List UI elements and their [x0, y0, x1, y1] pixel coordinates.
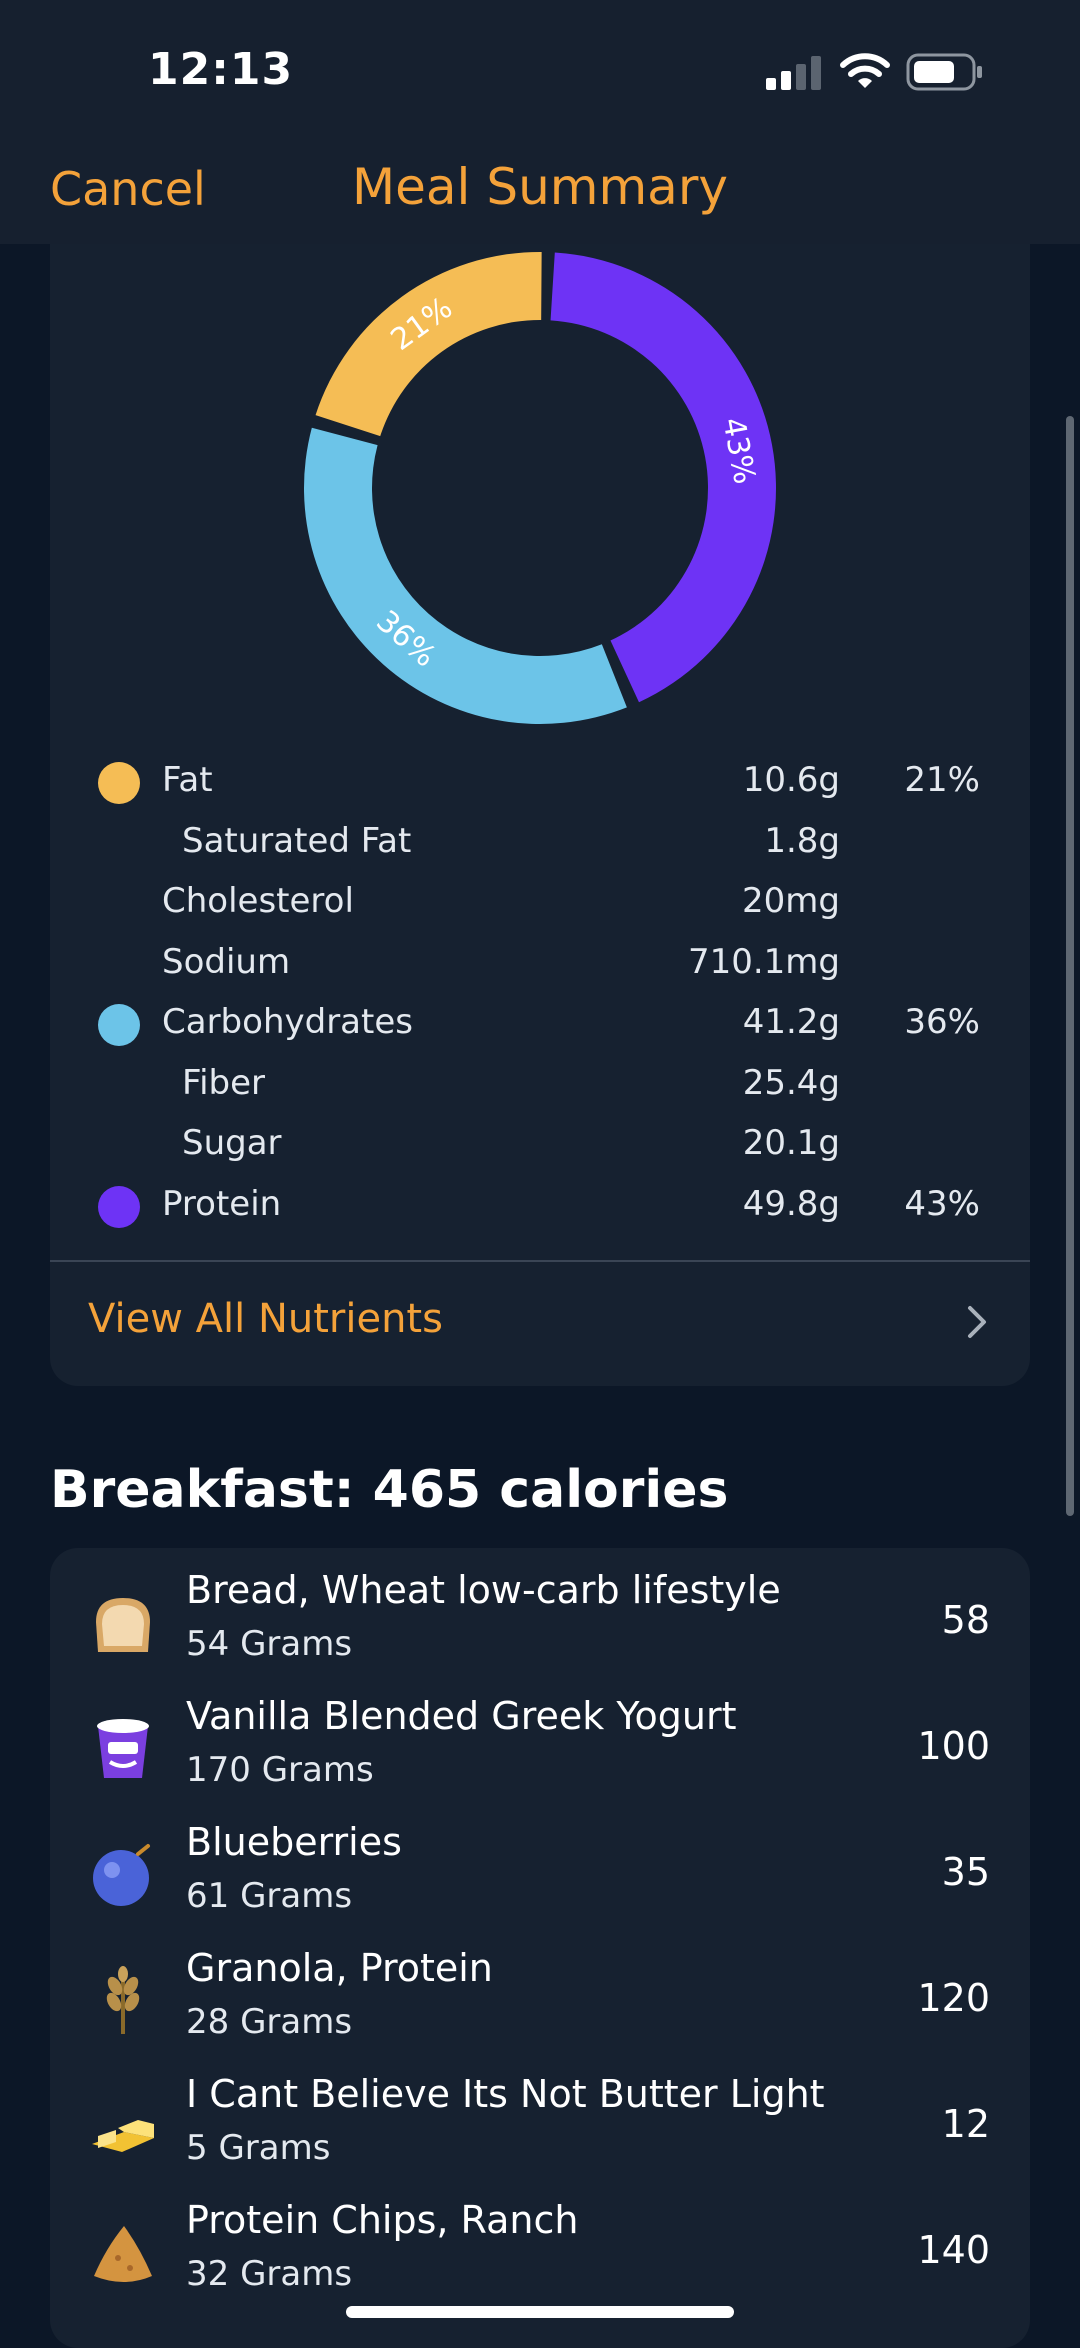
food-calories: 100: [917, 1724, 990, 1768]
legend-dot: [98, 1185, 140, 1228]
food-calories: 35: [941, 1850, 990, 1894]
nutrient-percent: 36%: [904, 1002, 980, 1042]
food-name: Granola, Protein: [186, 1946, 493, 1990]
nutrient-name: Sugar: [182, 1123, 282, 1163]
yogurt-icon: [97, 1719, 149, 1778]
page-title: Meal Summary: [0, 158, 1080, 216]
macro-donut-chart: 43%36%21%: [304, 252, 776, 725]
nutrient-row: Sodium 710.1mg: [50, 934, 1030, 990]
nutrient-amount: 20mg: [742, 881, 840, 921]
grain-icon: [106, 1966, 140, 2034]
nutrition-summary-card: 43% 36% 21% Fat 10.6g 21% Saturated Fat 1.8g Ch…: [50, 244, 1030, 1386]
food-item[interactable]: Granola, Protein 28 Grams 120: [50, 1936, 1030, 2062]
nutrient-amount: 710.1mg: [687, 941, 840, 982]
nutrient-name: Cholesterol: [162, 881, 354, 921]
food-name: Vanilla Blended Greek Yogurt: [186, 1694, 737, 1738]
food-calories: 12: [941, 2102, 990, 2146]
nutrient-name: Fat: [162, 760, 213, 800]
scrollbar[interactable]: [1066, 416, 1074, 1516]
cellular-signal-icon: [766, 56, 821, 90]
nutrient-name: Carbohydrates: [162, 1002, 413, 1042]
donut-slice-protein: [550, 252, 776, 703]
nutrient-row: Protein 49.8g 43%: [50, 1176, 1030, 1232]
nutrient-name: Protein: [162, 1183, 282, 1224]
nutrient-percent: 21%: [904, 760, 980, 800]
food-calories: 140: [917, 2228, 990, 2272]
food-name: Bread, Wheat low-carb lifestyle: [186, 1568, 781, 1612]
food-name: I Cant Believe Its Not Butter Light: [186, 2072, 825, 2116]
food-portion: 5 Grams: [186, 2128, 331, 2168]
battery-icon: [906, 53, 982, 91]
food-list: Bread, Wheat low-carb lifestyle 54 Grams…: [50, 1548, 1030, 2348]
nutrient-row: Sugar 20.1g: [50, 1115, 1030, 1171]
nutrient-amount: 1.8g: [764, 820, 840, 861]
food-item[interactable]: Vanilla Blended Greek Yogurt 170 Grams 1…: [50, 1684, 1030, 1810]
food-portion: 54 Grams: [186, 1624, 353, 1664]
nutrient-name: Sodium: [162, 941, 291, 982]
nutrient-amount: 20.1g: [742, 1123, 840, 1163]
chevron-right-icon[interactable]: [964, 1302, 992, 1342]
status-bar: 12:13: [0, 0, 1080, 140]
food-item[interactable]: Blueberries 61 Grams 35: [50, 1810, 1030, 1936]
legend-dot: [98, 762, 140, 804]
donut-slice-carbohydrates: [304, 427, 627, 725]
view-all-nutrients-link[interactable]: View All Nutrients: [88, 1296, 443, 1342]
butter-icon: [92, 2120, 154, 2152]
food-portion: 61 Grams: [186, 1876, 353, 1916]
nutrient-name: Saturated Fat: [182, 820, 412, 861]
nutrient-amount: 25.4g: [742, 1062, 840, 1103]
donut-slice-fat: [315, 252, 542, 437]
food-item[interactable]: Bread, Wheat low-carb lifestyle 54 Grams…: [50, 1558, 1030, 1684]
wifi-icon: [840, 53, 890, 88]
nutrient-amount: 49.8g: [742, 1183, 840, 1224]
divider: [50, 1260, 1030, 1262]
food-portion: 32 Grams: [186, 2254, 353, 2294]
meal-section-title: Breakfast: 465 calories: [50, 1460, 729, 1520]
food-calories: 120: [917, 1976, 990, 2020]
food-name: Blueberries: [186, 1820, 402, 1864]
nutrient-row: Fiber 25.4g: [50, 1055, 1030, 1111]
navigation-bar: Cancel Meal Summary: [0, 140, 1080, 244]
blueberry-icon: [93, 1844, 150, 1906]
legend-dot: [98, 1004, 140, 1046]
page-title-text: Meal Summary: [352, 158, 728, 216]
nutrient-amount: 41.2g: [742, 1002, 840, 1042]
nutrient-row: Carbohydrates 41.2g 36%: [50, 994, 1030, 1050]
food-portion: 28 Grams: [186, 2002, 353, 2042]
food-portion: 170 Grams: [186, 1750, 374, 1790]
home-indicator[interactable]: [346, 2306, 734, 2318]
nutrient-row: Saturated Fat 1.8g: [50, 813, 1030, 869]
bread-icon: [96, 1598, 150, 1652]
nutrient-row: Cholesterol 20mg: [50, 873, 1030, 929]
nutrient-percent: 43%: [904, 1183, 980, 1224]
food-item[interactable]: I Cant Believe Its Not Butter Light 5 Gr…: [50, 2062, 1030, 2188]
chip-icon: [94, 2226, 152, 2282]
nutrient-name: Fiber: [182, 1062, 266, 1103]
nutrient-amount: 10.6g: [742, 760, 840, 800]
food-calories: 58: [941, 1598, 990, 1642]
nutrient-row: Fat 10.6g 21%: [50, 752, 1030, 808]
status-time: 12:13: [148, 44, 294, 95]
cancel-button[interactable]: Cancel: [50, 162, 206, 216]
food-item[interactable]: Protein Chips, Ranch 32 Grams 140: [50, 2188, 1030, 2314]
food-name: Protein Chips, Ranch: [186, 2198, 579, 2242]
